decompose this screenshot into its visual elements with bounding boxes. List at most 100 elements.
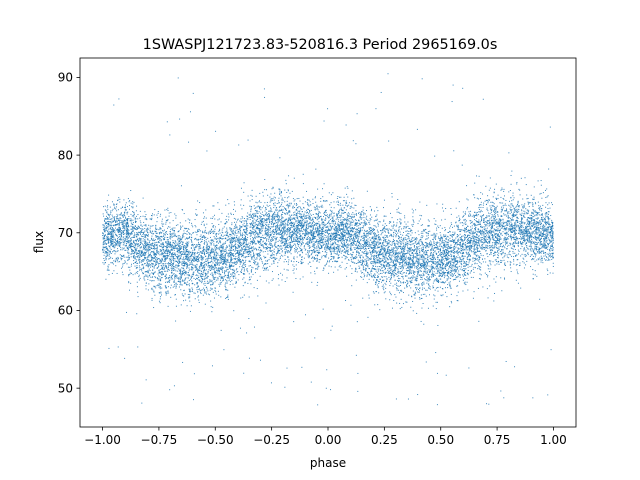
data-point (467, 249, 468, 250)
data-point (405, 282, 406, 283)
data-point (300, 216, 301, 217)
data-point (112, 221, 113, 222)
data-point (329, 192, 330, 193)
data-point (527, 237, 528, 238)
data-point (506, 210, 507, 211)
data-point (288, 207, 289, 208)
data-point (396, 240, 397, 241)
data-point (302, 211, 303, 212)
data-point (233, 250, 234, 251)
data-point (321, 236, 322, 237)
data-point (288, 250, 289, 251)
data-point (480, 234, 481, 235)
data-point (377, 210, 378, 211)
data-point (418, 234, 419, 235)
data-point (309, 219, 310, 220)
data-point (295, 278, 296, 279)
data-point (332, 212, 333, 213)
data-point (183, 265, 184, 266)
data-point (528, 226, 529, 227)
data-point (444, 261, 445, 262)
data-point (187, 274, 188, 275)
data-point (183, 235, 184, 236)
data-point (189, 297, 190, 298)
data-point (546, 256, 547, 257)
data-point (417, 129, 418, 130)
data-point (309, 242, 310, 243)
data-point (218, 243, 219, 244)
data-point (415, 238, 416, 239)
data-point (330, 244, 331, 245)
data-point (345, 239, 346, 240)
data-point (259, 193, 260, 194)
data-point (332, 326, 333, 327)
data-point (453, 240, 454, 241)
data-point (219, 264, 220, 265)
data-point (247, 270, 248, 271)
data-point (440, 251, 441, 252)
data-point (407, 251, 408, 252)
data-point (431, 242, 432, 243)
data-point (266, 230, 267, 231)
data-point (182, 226, 183, 227)
data-point (343, 229, 344, 230)
data-point (532, 220, 533, 221)
data-point (483, 233, 484, 234)
data-point (230, 240, 231, 241)
data-point (371, 233, 372, 234)
data-point (536, 260, 537, 261)
data-point (195, 267, 196, 268)
data-point (448, 276, 449, 277)
data-point (209, 281, 210, 282)
data-point (129, 205, 130, 206)
data-point (445, 281, 446, 282)
data-point (242, 253, 243, 254)
data-point (526, 198, 527, 199)
data-point (537, 244, 538, 245)
data-point (177, 243, 178, 244)
data-point (492, 214, 493, 215)
data-point (332, 223, 333, 224)
data-point (421, 231, 422, 232)
data-point (435, 352, 436, 353)
data-point (317, 217, 318, 218)
data-point (153, 291, 154, 292)
data-point (150, 270, 151, 271)
data-point (493, 261, 494, 262)
data-point (204, 240, 205, 241)
data-point (227, 260, 228, 261)
data-point (489, 216, 490, 217)
data-point (532, 226, 533, 227)
data-point (130, 238, 131, 239)
data-point (458, 225, 459, 226)
data-point (206, 261, 207, 262)
data-point (190, 262, 191, 263)
data-point (169, 280, 170, 281)
data-point (175, 267, 176, 268)
data-point (386, 225, 387, 226)
data-point (461, 229, 462, 230)
data-point (367, 282, 368, 283)
data-point (447, 284, 448, 285)
data-point (486, 215, 487, 216)
data-point (405, 242, 406, 243)
data-point (403, 254, 404, 255)
data-point (218, 255, 219, 256)
data-point (183, 242, 184, 243)
data-point (392, 196, 393, 197)
data-point (136, 313, 137, 314)
data-point (514, 223, 515, 224)
data-point (427, 280, 428, 281)
data-point (132, 220, 133, 221)
data-point (479, 176, 480, 177)
data-point (140, 278, 141, 279)
data-point (271, 226, 272, 227)
data-point (460, 222, 461, 223)
data-point (339, 266, 340, 267)
data-point (418, 264, 419, 265)
data-point (114, 207, 115, 208)
data-point (438, 237, 439, 238)
data-point (501, 249, 502, 250)
data-point (249, 249, 250, 250)
data-point (365, 224, 366, 225)
